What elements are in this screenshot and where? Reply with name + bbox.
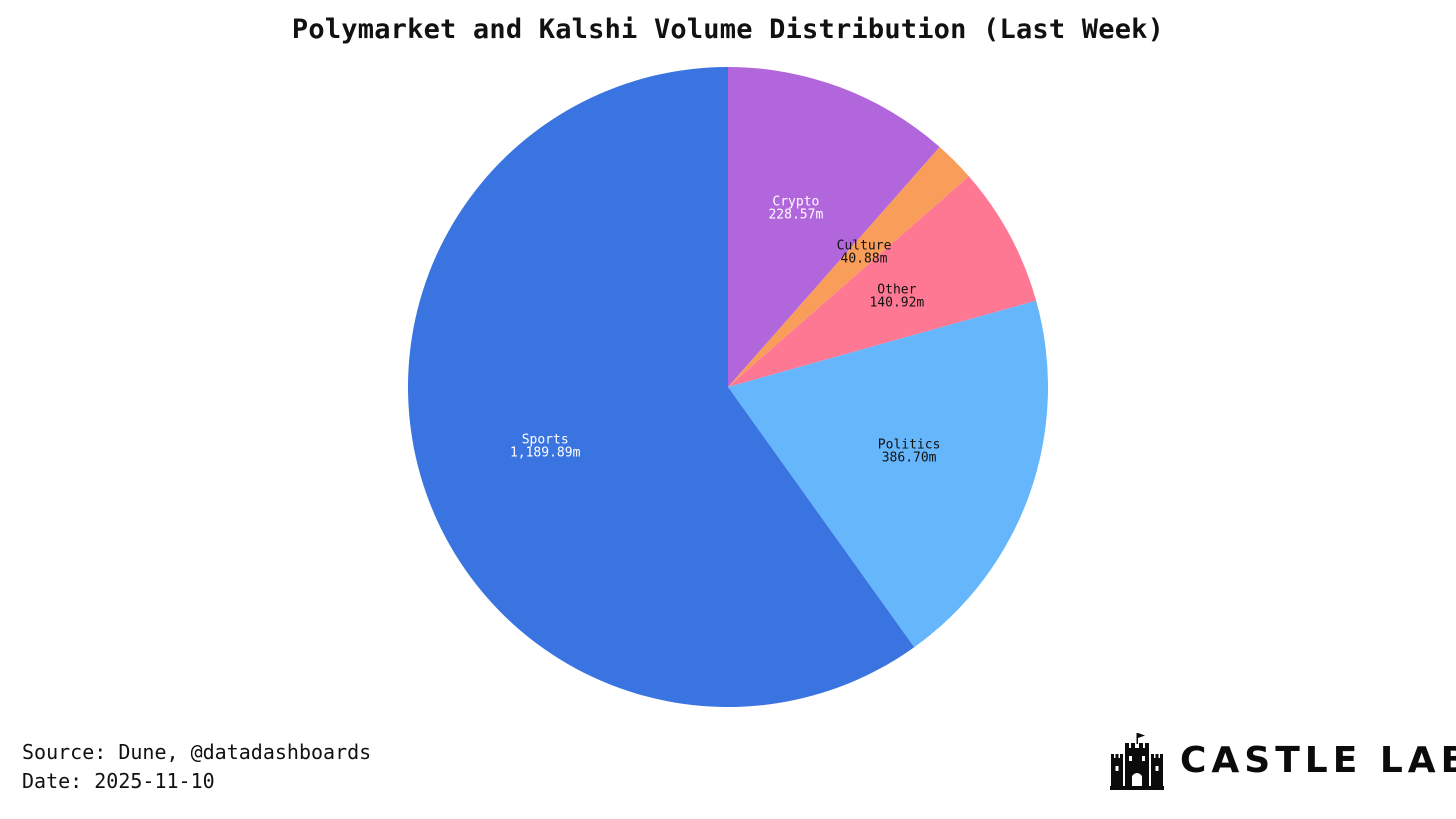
pie-slice-crypto [728, 67, 940, 387]
chart-title: Polymarket and Kalshi Volume Distributio… [291, 14, 1165, 45]
slice-value-culture: 40.88m [841, 252, 888, 267]
pie-slice-politics [728, 300, 1048, 648]
pie-slice-other [728, 176, 1037, 387]
slice-label-sports: Sports [522, 433, 569, 448]
slice-label-culture: Culture [837, 239, 892, 254]
brand-name: CASTLE LABS [1180, 740, 1456, 781]
slice-value-politics: 386.70m [882, 451, 937, 466]
slice-label-politics: Politics [878, 438, 941, 453]
slice-value-other: 140.92m [869, 296, 924, 311]
brand-logo: CASTLE LABS [1108, 732, 1456, 792]
slice-label-crypto: Crypto [772, 194, 819, 209]
slice-value-sports: 1,189.89m [510, 446, 581, 461]
pie-slice-culture [728, 147, 969, 387]
pie-slices [408, 67, 1048, 707]
slice-value-crypto: 228.57m [768, 207, 823, 222]
date-text: Date: 2025-11-10 [22, 769, 215, 793]
slice-label-other: Other [877, 283, 916, 298]
source-text: Source: Dune, @datadashboards [22, 740, 372, 764]
castle-icon [1110, 733, 1164, 790]
source-note: Source: Dune, @datadashboards Date: 2025… [22, 738, 371, 796]
pie-slice-sports [408, 67, 915, 707]
